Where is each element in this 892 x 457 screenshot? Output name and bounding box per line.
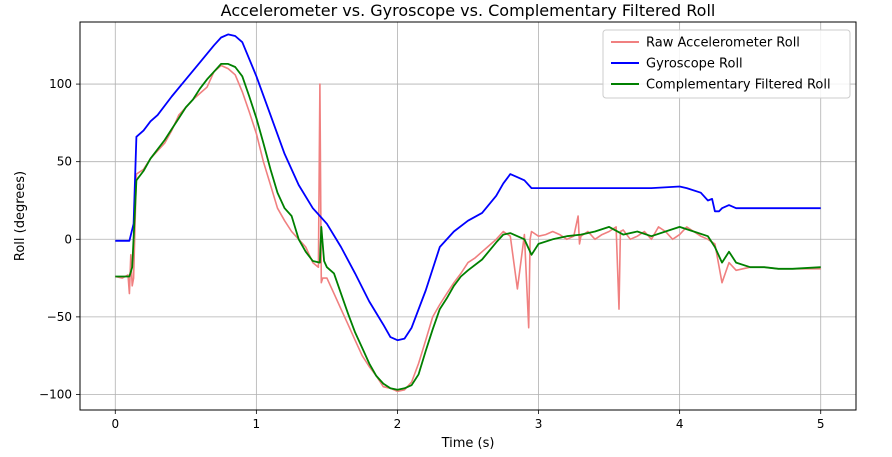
legend-entry: Complementary Filtered Roll	[646, 78, 831, 93]
legend: Raw Accelerometer Roll Gyroscope Roll Comp…	[602, 29, 851, 99]
x-tick-label: 4	[676, 417, 684, 431]
series-line-2	[115, 33, 821, 342]
plot-frame	[79, 21, 857, 411]
series-lines	[115, 33, 821, 393]
x-tick-label: 3	[535, 417, 543, 431]
x-tick-label: 2	[394, 417, 402, 431]
x-axis-label: Time (s)	[441, 436, 495, 451]
legend-entry: Raw Accelerometer Roll	[646, 36, 800, 51]
y-tick-label: −100	[39, 387, 72, 401]
x-tick-label: 1	[253, 417, 261, 431]
legend-entry: Gyroscope Roll	[646, 57, 743, 72]
y-tick-label: −50	[47, 310, 72, 324]
y-tick-label: 50	[57, 155, 72, 169]
x-tick-label: 5	[817, 417, 825, 431]
chart-title: Accelerometer vs. Gyroscope vs. Compleme…	[221, 1, 716, 20]
legend-box	[602, 29, 851, 99]
axis-ticks: 0 1 2 3 4 5 −100 −50 0 50 100	[39, 77, 825, 431]
y-tick-label: 0	[64, 232, 72, 246]
y-tick-label: 100	[49, 77, 72, 91]
y-axis-label: Roll (degrees)	[13, 171, 28, 261]
series-line-3	[115, 63, 821, 391]
x-tick-label: 0	[111, 417, 119, 431]
